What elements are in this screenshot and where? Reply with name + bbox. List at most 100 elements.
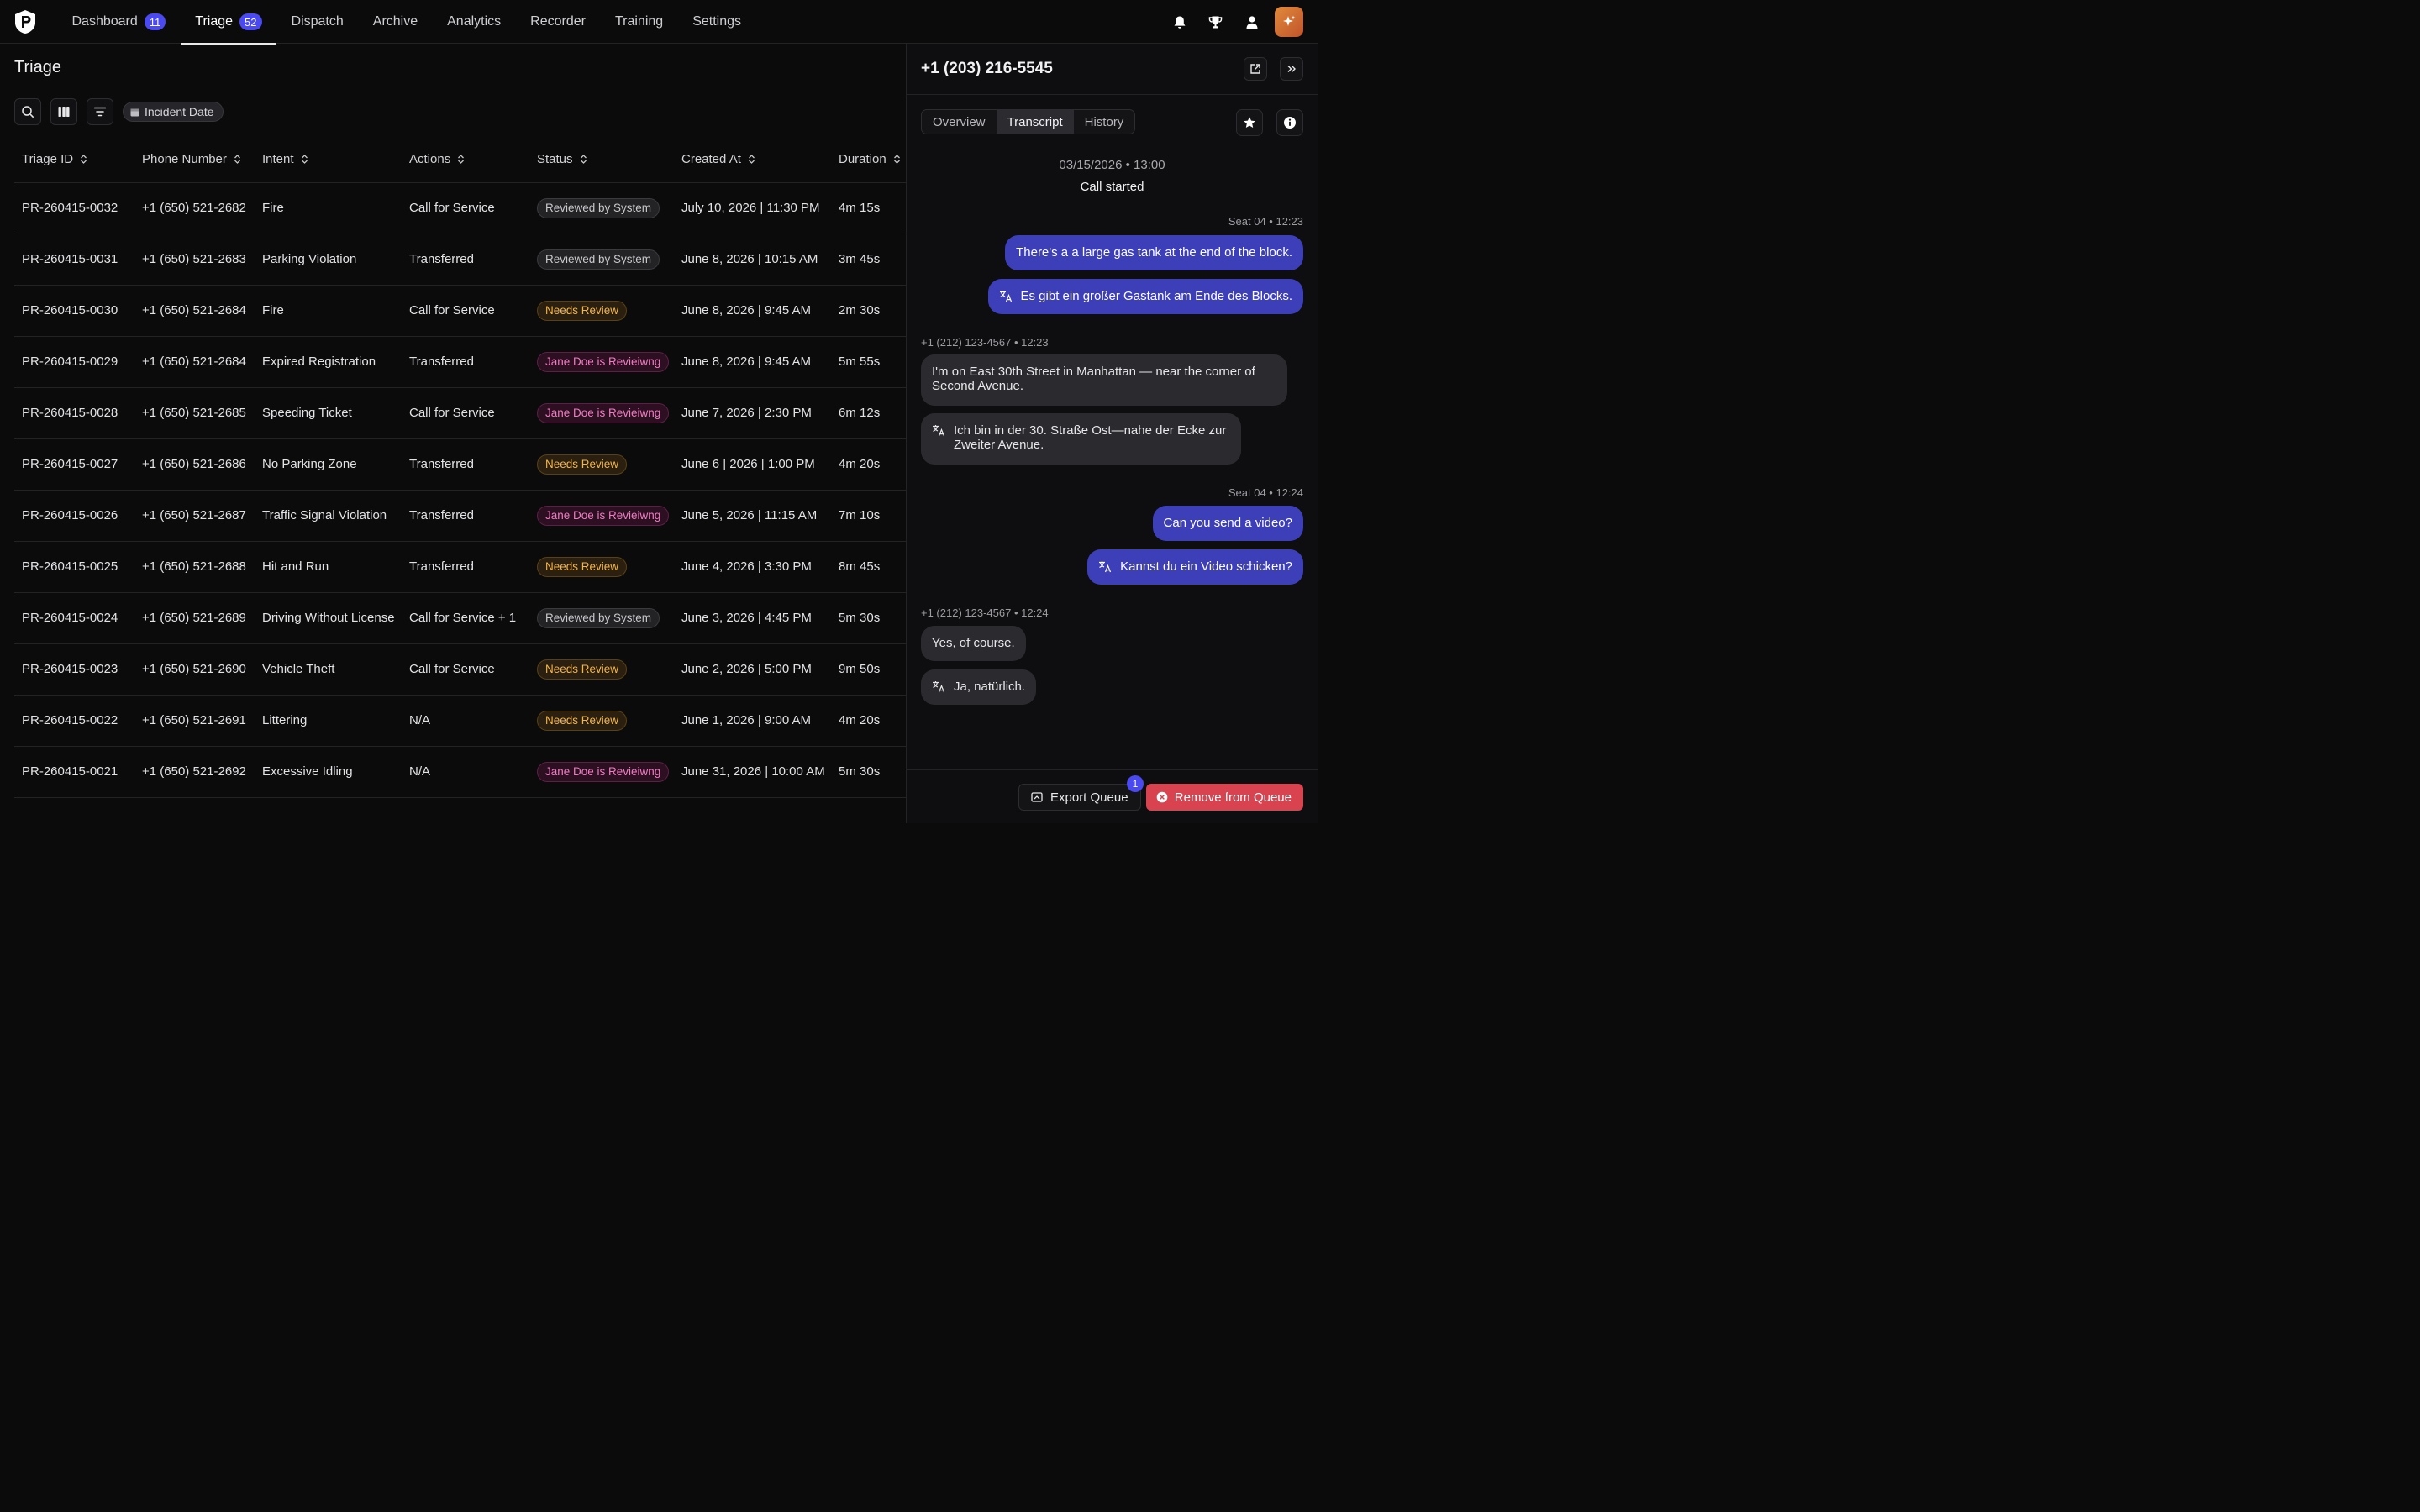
tab-history[interactable]: History — [1084, 114, 1124, 129]
cell-triage-id: PR-260415-0026 — [14, 490, 134, 542]
search-button[interactable] — [14, 98, 41, 125]
filter-icon — [93, 107, 107, 117]
open-external-button[interactable] — [1244, 57, 1267, 81]
nav-item-label: Triage — [195, 14, 234, 29]
column-header-phone-number[interactable]: Phone Number — [134, 136, 255, 183]
cell-intent: Traffic Signal Violation — [255, 490, 402, 542]
table-row[interactable]: PR-260415-0029 +1 (650) 521-2684 Expired… — [14, 336, 906, 388]
table-row[interactable]: PR-260415-0022 +1 (650) 521-2691 Litteri… — [14, 695, 906, 747]
cell-phone: +1 (650) 521-2684 — [134, 285, 255, 337]
status-badge: Reviewed by System — [537, 249, 660, 270]
sort-icon — [748, 155, 755, 165]
nav-item-recorder[interactable]: Recorder — [516, 0, 601, 44]
filter-chip-label: Incident Date — [145, 105, 214, 118]
status-badge: Reviewed by System — [537, 607, 660, 628]
nav-item-analytics[interactable]: Analytics — [433, 0, 516, 44]
column-header-triage-id[interactable]: Triage ID — [14, 136, 134, 183]
incident-date-filter-chip[interactable]: Incident Date — [123, 102, 224, 122]
triage-table: Triage ID Phone Number Intent Actions St… — [14, 136, 906, 798]
message-meta: +1 (212) 123-4567 • 12:24 — [921, 606, 1049, 619]
user-icon — [1246, 15, 1257, 29]
filter-button[interactable] — [87, 98, 113, 125]
columns-button[interactable] — [50, 98, 77, 125]
top-navigation-bar: Dashboard 11 Triage 52 Dispatch Archive … — [0, 0, 1318, 45]
translation-text: Ja, natürlich. — [954, 680, 1026, 694]
profile-button[interactable] — [1234, 7, 1270, 37]
column-header-intent[interactable]: Intent — [255, 136, 402, 183]
cell-intent: Littering — [255, 695, 402, 747]
panel-header-actions — [1244, 57, 1303, 81]
nav-item-label: Recorder — [530, 14, 586, 29]
tab-transcript[interactable]: Transcript — [996, 110, 1074, 134]
call-started-label: Call started — [1080, 180, 1144, 194]
table-toolbar: Incident Date — [14, 98, 224, 125]
cell-created-at: June 8, 2026 | 10:15 AM — [674, 234, 831, 286]
table-row[interactable]: PR-260415-0031 +1 (650) 521-2683 Parking… — [14, 234, 906, 286]
cell-triage-id: PR-260415-0030 — [14, 285, 134, 337]
sort-icon — [893, 155, 900, 165]
nav-item-archive[interactable]: Archive — [358, 0, 432, 44]
column-header-created-at[interactable]: Created At — [674, 136, 831, 183]
favorite-button[interactable] — [1236, 109, 1263, 136]
nav-item-triage[interactable]: Triage 52 — [180, 0, 277, 45]
columns-icon — [58, 107, 70, 117]
table-row[interactable]: PR-260415-0024 +1 (650) 521-2689 Driving… — [14, 592, 906, 644]
status-badge: Jane Doe is Revieiwng — [537, 402, 670, 423]
message-meta: +1 (212) 123-4567 • 12:23 — [921, 336, 1049, 349]
notifications-button[interactable] — [1161, 7, 1197, 37]
panel-title: +1 (203) 216-5545 — [921, 60, 1053, 77]
nav-item-dispatch[interactable]: Dispatch — [276, 0, 358, 44]
cell-actions: Call for Service — [402, 643, 529, 696]
cell-created-at: June 31, 2026 | 10:00 AM — [674, 746, 831, 798]
table-row[interactable]: PR-260415-0025 +1 (650) 521-2688 Hit and… — [14, 541, 906, 593]
column-label: Triage ID — [22, 151, 74, 166]
table-row[interactable]: PR-260415-0030 +1 (650) 521-2684 Fire Ca… — [14, 285, 906, 337]
remove-from-queue-button[interactable]: Remove from Queue — [1145, 784, 1303, 811]
achievements-button[interactable] — [1197, 7, 1234, 37]
nav-item-training[interactable]: Training — [600, 0, 677, 44]
sort-icon — [458, 155, 465, 165]
cell-status: Needs Review — [529, 643, 674, 696]
cell-actions: Call for Service — [402, 182, 529, 234]
cell-intent: Excessive Idling — [255, 746, 402, 798]
cell-status: Needs Review — [529, 285, 674, 337]
cell-phone: +1 (650) 521-2686 — [134, 438, 255, 491]
message-text: There's a a large gas tank at the end of… — [1016, 245, 1292, 260]
cell-intent: Driving Without License — [255, 592, 402, 644]
sort-icon — [580, 155, 587, 165]
collapse-panel-button[interactable] — [1280, 57, 1303, 81]
table-row[interactable]: PR-260415-0028 +1 (650) 521-2685 Speedin… — [14, 387, 906, 439]
table-row[interactable]: PR-260415-0023 +1 (650) 521-2690 Vehicle… — [14, 643, 906, 696]
nav-item-dashboard[interactable]: Dashboard 11 — [57, 0, 181, 44]
triage-count-badge: 52 — [239, 13, 262, 30]
app-logo-icon[interactable] — [14, 9, 36, 34]
status-badge: Reviewed by System — [537, 197, 660, 218]
table-row[interactable]: PR-260415-0026 +1 (650) 521-2687 Traffic… — [14, 490, 906, 542]
status-badge: Jane Doe is Revieiwng — [537, 505, 670, 526]
cell-triage-id: PR-260415-0022 — [14, 695, 134, 747]
translate-icon — [933, 425, 945, 437]
cell-phone: +1 (650) 521-2691 — [134, 695, 255, 747]
nav-item-settings[interactable]: Settings — [678, 0, 756, 44]
cell-created-at: June 1, 2026 | 9:00 AM — [674, 695, 831, 747]
info-button[interactable] — [1276, 109, 1303, 136]
cell-phone: +1 (650) 521-2682 — [134, 182, 255, 234]
info-icon — [1284, 117, 1296, 129]
ai-assistant-button[interactable] — [1275, 7, 1303, 37]
column-header-status[interactable]: Status — [529, 136, 674, 183]
table-row[interactable]: PR-260415-0027 +1 (650) 521-2686 No Park… — [14, 438, 906, 491]
table-row[interactable]: PR-260415-0021 +1 (650) 521-2692 Excessi… — [14, 746, 906, 798]
translation-text: Es gibt ein großer Gastank am Ende des B… — [1020, 289, 1293, 303]
column-header-duration[interactable]: Duration — [831, 136, 906, 183]
cell-intent: Vehicle Theft — [255, 643, 402, 696]
cell-intent: Hit and Run — [255, 541, 402, 593]
export-queue-button[interactable]: Export Queue — [1018, 784, 1141, 811]
column-label: Status — [537, 151, 573, 166]
tab-overview[interactable]: Overview — [933, 114, 986, 129]
column-header-actions[interactable]: Actions — [402, 136, 529, 183]
cell-duration: 2m 30s — [831, 285, 906, 337]
cell-created-at: June 8, 2026 | 9:45 AM — [674, 336, 831, 388]
table-row[interactable]: PR-260415-0032 +1 (650) 521-2682 Fire Ca… — [14, 182, 906, 234]
message-text: Yes, of course. — [932, 636, 1015, 650]
nav-item-label: Analytics — [447, 14, 502, 29]
